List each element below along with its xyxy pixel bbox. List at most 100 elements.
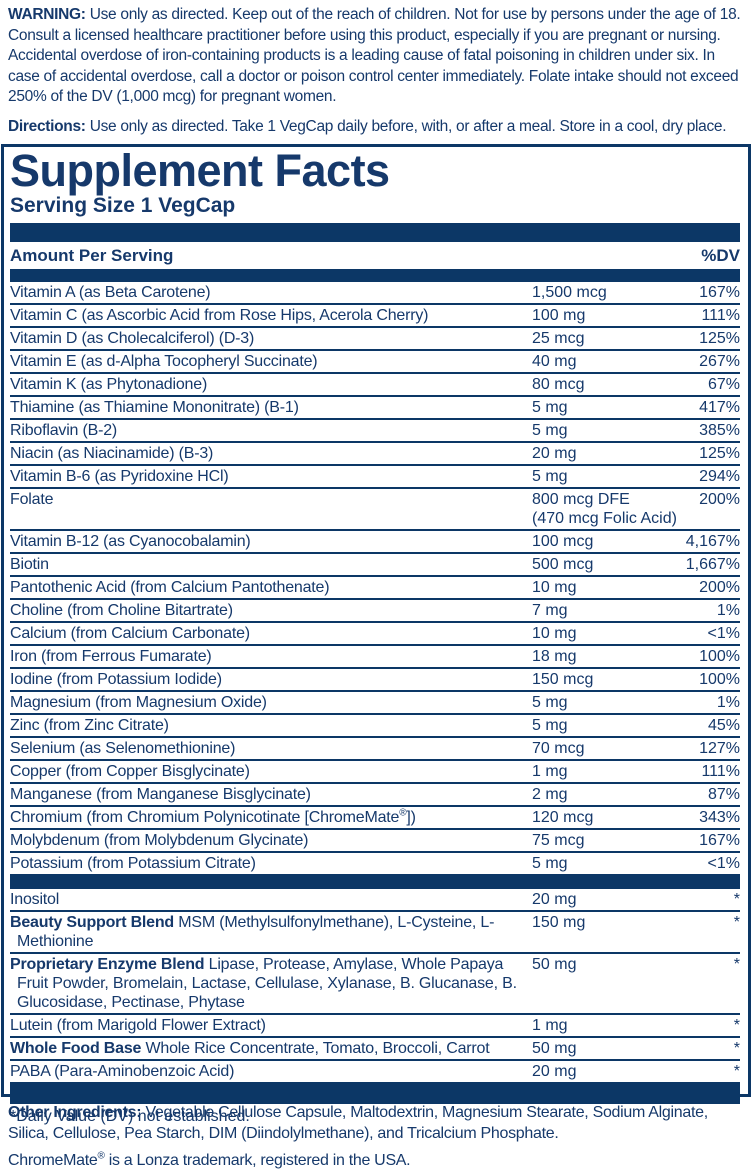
directions-paragraph: Directions: Use only as directed. Take 1… — [8, 117, 749, 138]
nutrient-amount: 150 mcg — [532, 671, 594, 688]
nutrient-dv: 87% — [707, 786, 740, 803]
nutrient-amount: 120 mcg — [532, 809, 594, 826]
nutrient-dv: 100% — [699, 671, 740, 688]
table-row: Selenium (as Selenomethionine) 70 mcg 127% — [10, 738, 740, 761]
other-ingredients-label: Other Ingredients: — [8, 1104, 142, 1121]
nutrient-dv: 67% — [707, 376, 740, 393]
nutrient-amount: 50 mg — [532, 1040, 577, 1057]
table-row: Whole Food Base Whole Rice Concentrate, … — [10, 1038, 740, 1061]
daily-value-footnote: *Daily Value (DV) not established. — [10, 1108, 250, 1125]
nutrient-amount: 20 mg — [532, 891, 577, 908]
nutrient-dv: 167% — [699, 284, 740, 301]
nutrient-name: Iodine (from Potassium Iodide) — [10, 671, 222, 688]
nutrient-name: Whole Food Base Whole Rice Concentrate, … — [10, 1040, 490, 1057]
top-text-block: WARNING: Use only as directed. Keep out … — [0, 0, 755, 137]
table-row: Vitamin K (as Phytonadione) 80 mcg 67% — [10, 374, 740, 397]
table-row: Choline (from Choline Bitartrate) 7 mg 1% — [10, 600, 740, 623]
nutrient-amount: 5 mg — [532, 717, 568, 734]
nutrient-dv: 45% — [707, 717, 740, 734]
nutrient-amount: 150 mg — [532, 914, 586, 931]
trademark-note: ChromeMate® is a Lonza trademark, regist… — [8, 1150, 411, 1169]
nutrient-dv: 125% — [699, 330, 740, 347]
nutrient-amount: 25 mcg — [532, 330, 585, 347]
nutrient-name: Vitamin K (as Phytonadione) — [10, 376, 208, 393]
table-row: Riboflavin (B-2) 5 mg 385% — [10, 420, 740, 443]
nutrient-amount: 2 mg — [532, 786, 568, 803]
nutrient-dv: * — [733, 956, 740, 973]
table-row: Calcium (from Calcium Carbonate) 10 mg <1% — [10, 623, 740, 646]
nutrient-amount: 100 mg — [532, 307, 586, 324]
nutrient-dv: * — [733, 1063, 740, 1080]
nutrient-dv: 167% — [699, 832, 740, 849]
nutrient-dv: 100% — [699, 648, 740, 665]
amount-per-serving-label: Amount Per Serving — [10, 246, 174, 265]
nutrient-dv: * — [733, 1040, 740, 1057]
nutrient-dv: * — [733, 891, 740, 908]
nutrient-name: Vitamin C (as Ascorbic Acid from Rose Hi… — [10, 307, 429, 324]
nutrient-name: Copper (from Copper Bisglycinate) — [10, 763, 250, 780]
table-row: Vitamin B-12 (as Cyanocobalamin) 100 mcg 4… — [10, 531, 740, 554]
nutrient-amount: 20 mg — [532, 445, 577, 462]
table-row: Zinc (from Zinc Citrate) 5 mg 45% — [10, 715, 740, 738]
table-row: Vitamin D (as Cholecalciferol) (D-3) 25 m… — [10, 328, 740, 351]
dv-column-label: %DV — [701, 246, 740, 265]
nutrient-name: Selenium (as Selenomethionine) — [10, 740, 236, 757]
nutrient-dv: 294% — [699, 468, 740, 485]
nutrient-dv: <1% — [707, 625, 740, 642]
nutrient-name: Zinc (from Zinc Citrate) — [10, 717, 169, 734]
nutrient-amount: 1 mg — [532, 763, 568, 780]
table-row: Thiamine (as Thiamine Mononitrate) (B-1)… — [10, 397, 740, 420]
nutrient-amount: 80 mcg — [532, 376, 585, 393]
table-row: PABA (Para-Aminobenzoic Acid) 20 mg * — [10, 1061, 740, 1084]
nutrient-name: Vitamin D (as Cholecalciferol) (D-3) — [10, 330, 255, 347]
nutrient-amount: 18 mg — [532, 648, 577, 665]
table-row: Niacin (as Niacinamide) (B-3) 20 mg 125% — [10, 443, 740, 466]
nutrient-name: Beauty Support Blend MSM (Methylsulfonyl… — [10, 914, 495, 950]
nutrient-amount: 10 mg — [532, 579, 577, 596]
supplement-facts-panel: Supplement Facts Serving Size 1 VegCap A… — [1, 144, 751, 1125]
directions-label: Directions: — [8, 117, 86, 135]
panel-title: Supplement Facts — [10, 145, 390, 196]
nutrient-amount: 5 mg — [532, 855, 568, 872]
divider-bar-bottom — [10, 1084, 740, 1104]
nutrient-name: Vitamin E (as d-Alpha Tocopheryl Succina… — [10, 353, 318, 370]
nutrient-name: Vitamin A (as Beta Carotene) — [10, 284, 211, 301]
nutrient-name: Vitamin B-12 (as Cyanocobalamin) — [10, 533, 251, 550]
table-row: Molybdenum (from Molybdenum Glycinate) 75… — [10, 830, 740, 853]
divider-bar-middle — [10, 876, 740, 889]
nutrient-dv: 4,167% — [685, 533, 740, 550]
nutrient-amount: 1,500 mcg — [532, 284, 607, 301]
nutrient-name: Biotin — [10, 556, 49, 573]
other-ingredients-text: Vegetable Cellulose Capsule, Maltodextri… — [8, 1104, 708, 1142]
table-row: Iodine (from Potassium Iodide) 150 mcg 100… — [10, 669, 740, 692]
nutrient-dv: 125% — [699, 445, 740, 462]
serving-size: Serving Size 1 VegCap — [10, 194, 236, 217]
nutrient-amount: 10 mg — [532, 625, 577, 642]
nutrient-dv: 127% — [699, 740, 740, 757]
nutrient-name: Chromium (from Chromium Polynicotinate [… — [10, 807, 416, 826]
table-row: Lutein (from Marigold Flower Extract) 1 m… — [10, 1015, 740, 1038]
table-row: Beauty Support Blend MSM (Methylsulfonyl… — [10, 912, 740, 954]
nutrient-name: Inositol — [10, 891, 60, 908]
nutrient-name: Thiamine (as Thiamine Mononitrate) (B-1) — [10, 399, 299, 416]
directions-text: Use only as directed. Take 1 VegCap dail… — [89, 117, 727, 135]
nutrient-name: Niacin (as Niacinamide) (B-3) — [10, 445, 214, 462]
table-row: Inositol 20 mg * — [10, 889, 740, 912]
nutrient-amount: 50 mg — [532, 956, 577, 973]
table-row: Chromium (from Chromium Polynicotinate [… — [10, 807, 740, 830]
table-row: Biotin 500 mcg 1,667% — [10, 554, 740, 577]
table-row: Manganese (from Manganese Bisglycinate) 2… — [10, 784, 740, 807]
nutrient-amount: 800 mcg DFE (470 mcg Folic Acid) — [532, 491, 677, 527]
table-row: Vitamin B-6 (as Pyridoxine HCl) 5 mg 294% — [10, 466, 740, 489]
nutrient-dv: 200% — [699, 491, 740, 508]
table-row: Iron (from Ferrous Fumarate) 18 mg 100% — [10, 646, 740, 669]
nutrient-dv: 200% — [699, 579, 740, 596]
nutrient-amount: 1 mg — [532, 1017, 568, 1034]
nutrient-amount: 5 mg — [532, 422, 568, 439]
nutrient-amount: 20 mg — [532, 1063, 577, 1080]
nutrient-name: Iron (from Ferrous Fumarate) — [10, 648, 212, 665]
nutrient-amount: 7 mg — [532, 602, 568, 619]
nutrient-dv: 417% — [699, 399, 740, 416]
table-row: Proprietary Enzyme Blend Lipase, Proteas… — [10, 954, 740, 1015]
